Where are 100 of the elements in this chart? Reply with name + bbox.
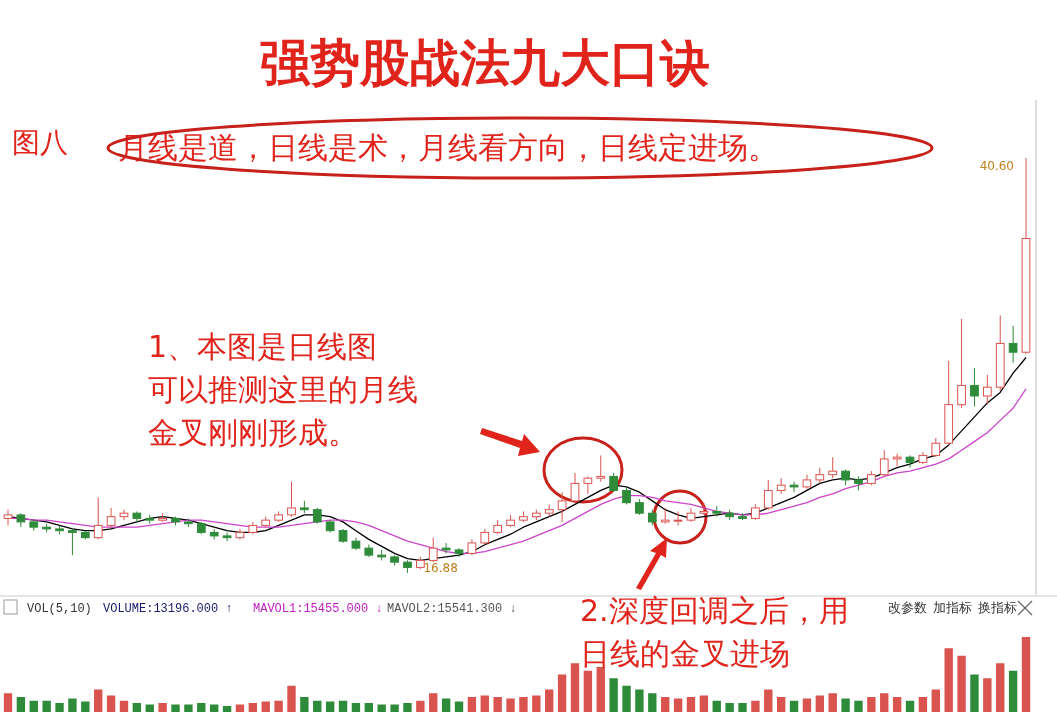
bar: [274, 700, 283, 712]
bar: [815, 695, 825, 712]
bar: [261, 701, 270, 712]
candlestick: [132, 510, 142, 523]
bar: [403, 703, 412, 712]
text: 换指标: [978, 600, 1017, 615]
bar: [764, 689, 773, 712]
bar: [570, 663, 580, 712]
text: 2.深度回调之后，用: [580, 593, 849, 628]
bar: [609, 678, 618, 712]
candlestick: [119, 509, 129, 521]
candlestick: [557, 491, 567, 523]
candlestick: [596, 454, 606, 483]
annotation: 1、本图是日线图: [148, 329, 378, 364]
bar: [596, 667, 605, 712]
candlestick: [1008, 325, 1018, 364]
candlestick: [570, 472, 580, 504]
bar: [325, 701, 335, 712]
bar: [29, 700, 38, 712]
bar: [313, 700, 322, 712]
bar: [300, 697, 309, 712]
text: MAVOL2:15541.300 ↓: [387, 602, 517, 616]
annotation: 日线的金叉进场: [580, 636, 790, 671]
bar: [42, 700, 51, 712]
candlestick: [918, 451, 928, 465]
bar: [841, 698, 850, 712]
bar: [171, 704, 180, 712]
bar: [622, 685, 631, 712]
bar: [351, 703, 361, 712]
bar: [338, 700, 348, 712]
bar: [55, 703, 64, 712]
candlestick: [802, 474, 812, 490]
text: MAVOL1:15455.000 ↓: [253, 602, 383, 616]
bar: [583, 670, 593, 712]
bar: [68, 698, 77, 712]
bar: [132, 703, 142, 712]
candlestick: [222, 531, 232, 542]
chart-title: 强势股战法九大口诀: [260, 34, 710, 92]
bar: [493, 697, 502, 712]
bar: [648, 693, 657, 712]
candlestick: [441, 542, 451, 554]
annotation: 40.60: [979, 159, 1014, 173]
candlestick: [828, 456, 838, 479]
candlestick: [583, 475, 593, 495]
bar: [119, 700, 129, 712]
candlestick: [995, 314, 1005, 392]
candlestick: [544, 503, 554, 518]
text: VOLUME:13196.000 ↑: [103, 602, 233, 616]
bar: [480, 695, 489, 712]
candlestick: [957, 318, 966, 409]
candlestick: [712, 505, 722, 518]
bar: [983, 678, 992, 712]
annotation: 金叉刚刚形成。: [148, 415, 358, 450]
bar: [506, 698, 515, 712]
bar: [712, 700, 721, 712]
bar: [828, 693, 837, 712]
candlestick: [16, 512, 26, 528]
bar: [970, 674, 979, 712]
annotation: 图八: [12, 126, 68, 159]
bar: [248, 703, 258, 712]
bar: [918, 697, 928, 712]
bar: [931, 689, 940, 712]
candlestick: [351, 537, 361, 551]
bar: [635, 689, 644, 712]
bar: [519, 697, 528, 712]
bar: [892, 697, 902, 712]
candlestick: [1021, 157, 1031, 355]
candlestick: [673, 510, 683, 526]
bar: [441, 698, 451, 712]
bar: [557, 674, 567, 712]
bar: [867, 697, 876, 712]
bar: [673, 698, 683, 712]
candlestick: [531, 509, 541, 521]
bar: [789, 700, 799, 712]
candlestick: [905, 454, 915, 469]
bar: [854, 700, 863, 712]
bar: [751, 700, 760, 712]
bar: [184, 704, 193, 712]
candlestick: [725, 509, 734, 521]
bar: [905, 700, 915, 712]
bar: [429, 693, 438, 712]
text: VOL(5,10): [27, 602, 92, 616]
candlestick: [184, 517, 193, 528]
bar: [16, 697, 26, 712]
bar: [699, 695, 709, 712]
bar: [3, 693, 13, 712]
candlestick: [235, 528, 245, 540]
bar: [996, 663, 1005, 712]
bar: [944, 648, 953, 712]
candlestick: [106, 507, 116, 528]
bar: [454, 701, 464, 712]
candlestick: [338, 528, 348, 544]
bar: [364, 703, 373, 712]
bar: [390, 704, 399, 712]
candlestick: [467, 538, 477, 556]
bar: [802, 698, 812, 712]
candlestick: [686, 507, 696, 523]
bar: [957, 655, 966, 712]
bar: [467, 697, 477, 712]
bar: [686, 697, 696, 712]
